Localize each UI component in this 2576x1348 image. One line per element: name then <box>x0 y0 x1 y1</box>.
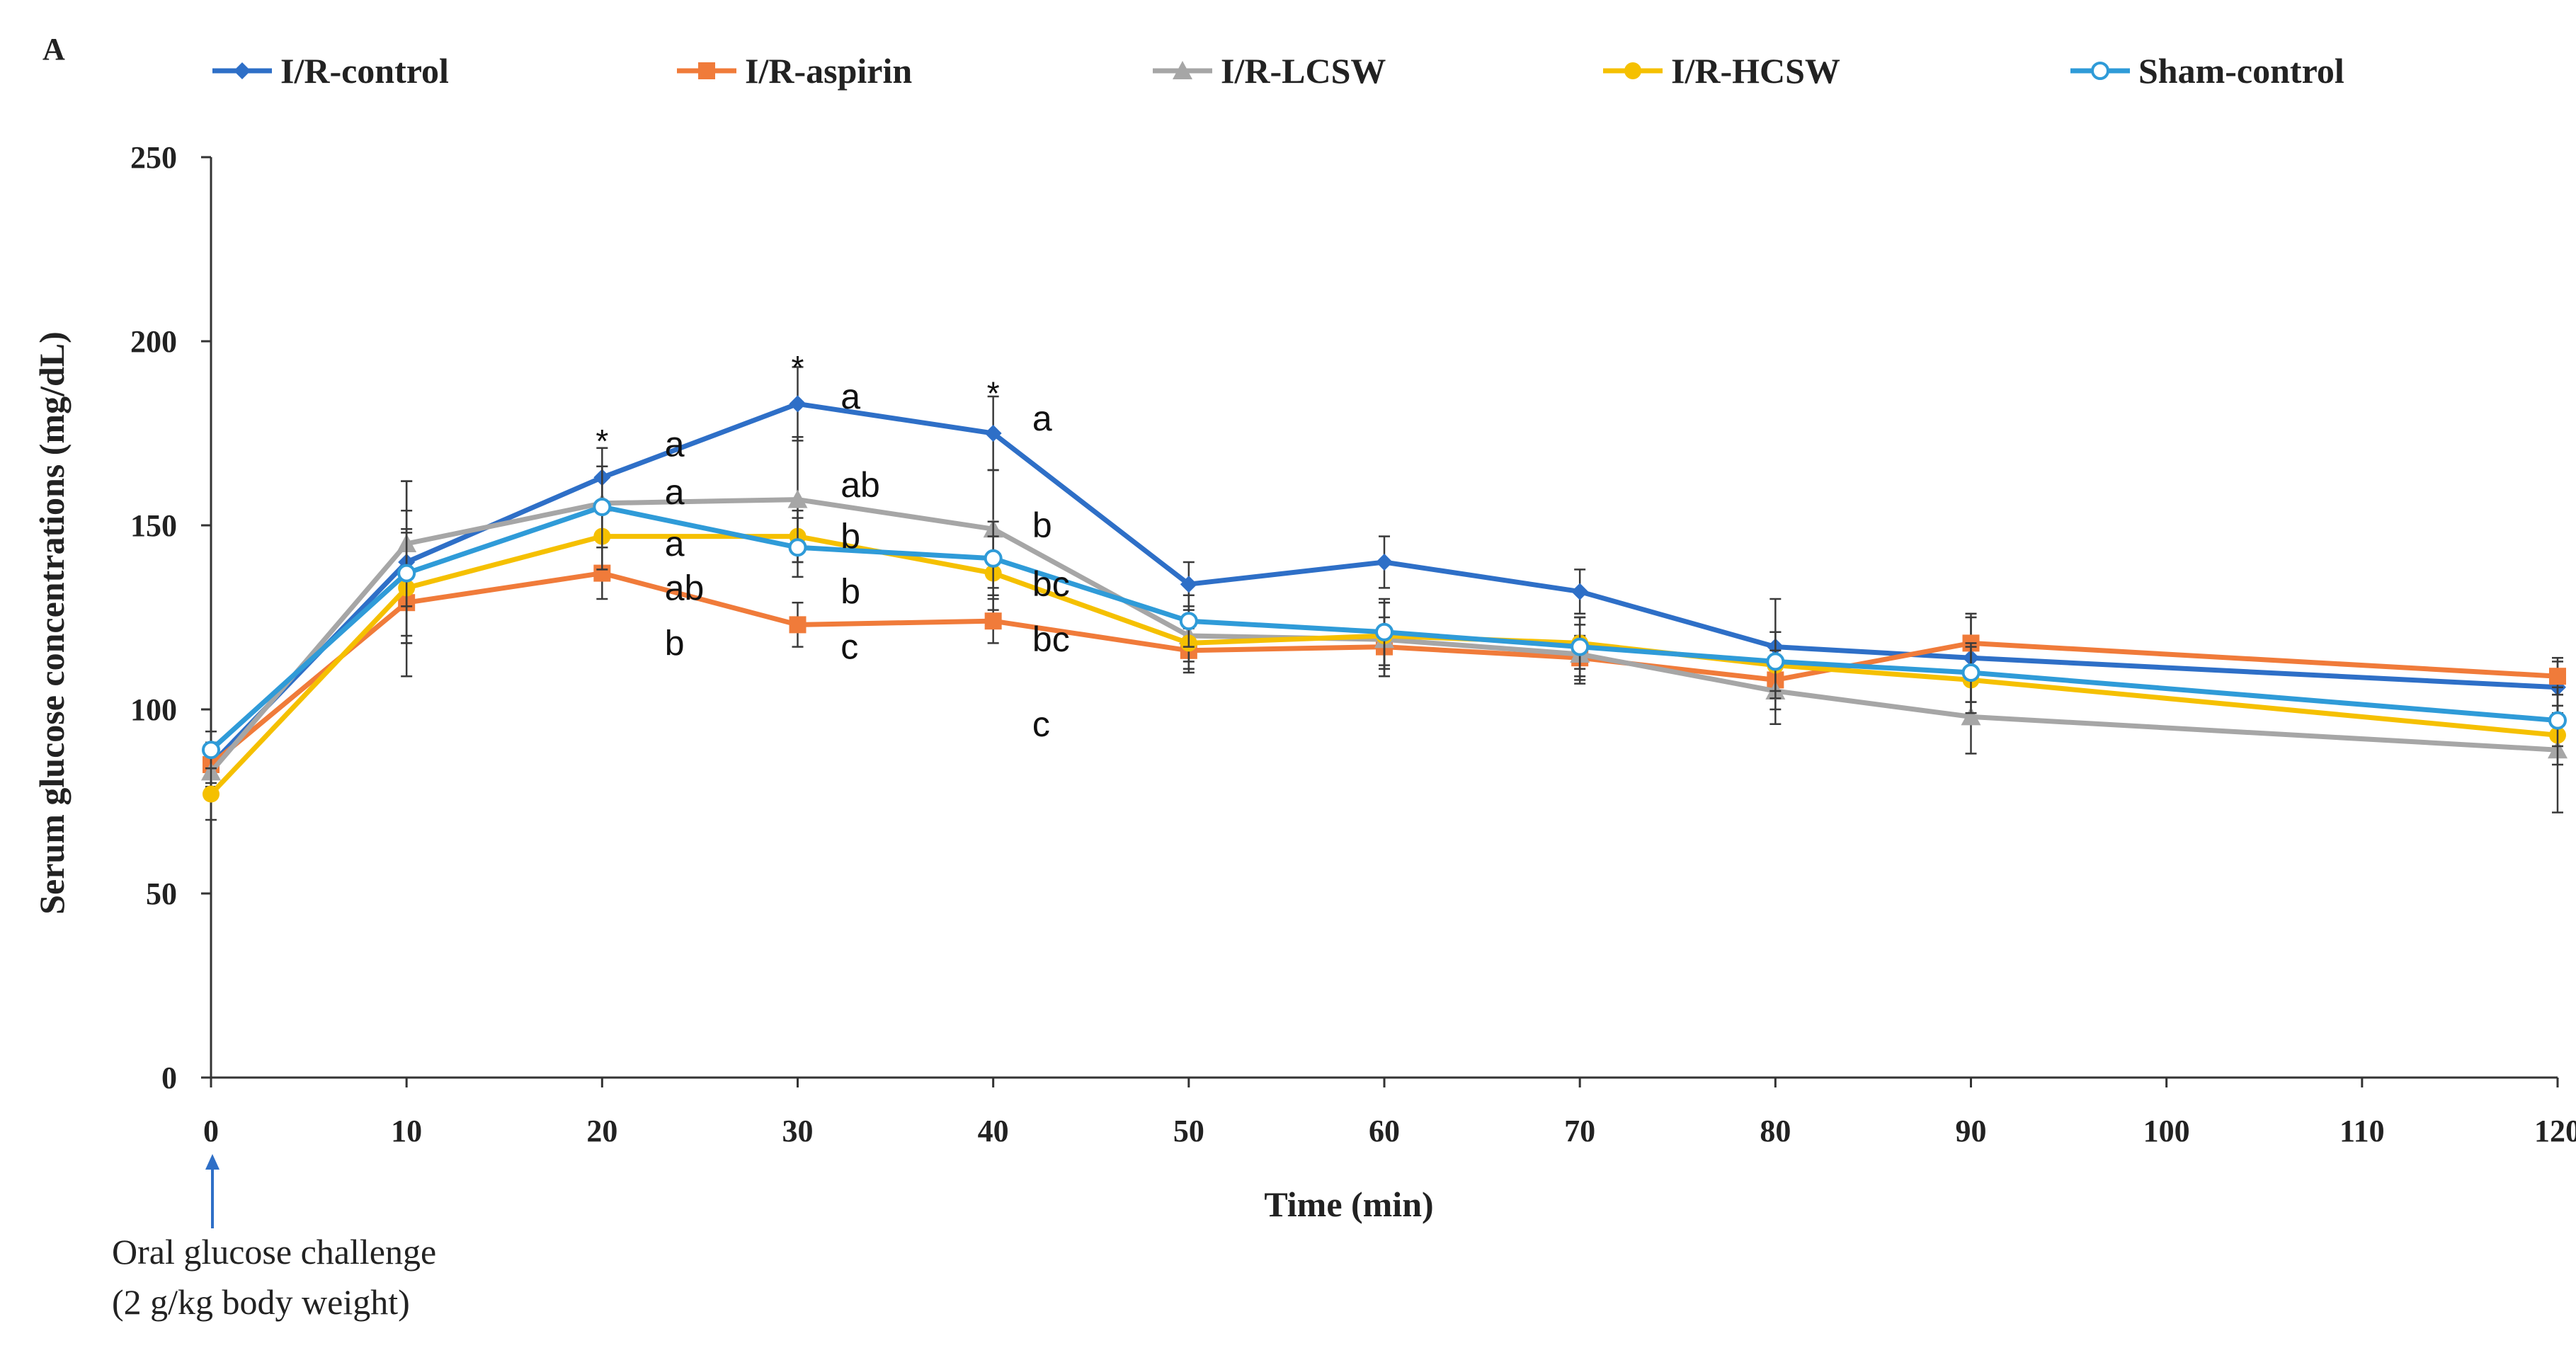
group-letter-label: b <box>665 623 685 663</box>
x-tick-label: 110 <box>2340 1114 2385 1148</box>
data-point <box>1571 637 1590 656</box>
data-point <box>1376 554 1393 571</box>
significance-mark: * <box>792 349 804 386</box>
group-letter-label: bc <box>1032 619 1070 659</box>
group-letter-label: c <box>1032 704 1050 744</box>
y-axis: 0 50 100 150 200 250 <box>130 140 212 1095</box>
group-letter-label: b <box>840 517 860 556</box>
data-point <box>1961 707 1981 726</box>
group-letter-label: b <box>840 572 860 612</box>
x-tick-label: 30 <box>782 1114 814 1148</box>
legend-item: Sham-control <box>2070 51 2344 91</box>
legend-item: I/R-aspirin <box>677 51 912 91</box>
data-point <box>1375 622 1394 641</box>
series-i-r-control <box>203 366 2566 788</box>
group-letter-label: a <box>665 472 685 512</box>
x-tick-label: 10 <box>391 1114 422 1148</box>
legend: I/R-control I/R-aspirin I/R-LCSW I/R-HCSW Sh… <box>212 51 2344 91</box>
legend-item: I/R-control <box>212 51 449 91</box>
group-letter-label: ab <box>840 465 880 505</box>
data-point <box>2548 711 2567 730</box>
panel-label: A <box>42 32 65 67</box>
data-point <box>1961 663 1981 682</box>
y-axis-title: Serum glucose concentrations (mg/dL) <box>32 331 72 915</box>
legend-item: I/R-LCSW <box>1153 51 1386 91</box>
x-tick-label: 50 <box>1173 1114 1204 1148</box>
group-letter-label: a <box>665 425 685 464</box>
data-point <box>1766 652 1785 671</box>
x-tick-label: 100 <box>2143 1114 2190 1148</box>
challenge-note-line1: Oral glucose challenge <box>112 1232 436 1272</box>
group-letter-label: bc <box>1032 564 1070 604</box>
legend-swatch-marker <box>1624 62 1641 79</box>
legend-label: Sham-control <box>2138 51 2344 91</box>
legend-label: I/R-HCSW <box>1671 51 1840 91</box>
y-tick-label: 50 <box>146 876 177 911</box>
x-tick-label: 120 <box>2534 1114 2576 1148</box>
legend-swatch-marker <box>2091 62 2109 80</box>
series-sham-control <box>202 465 2567 770</box>
data-point <box>1179 612 1198 631</box>
data-point <box>1571 583 1589 600</box>
x-axis: 0 10 20 30 40 50 60 70 80 90 100 110 120 <box>203 1076 2576 1148</box>
x-tick-label: 60 <box>1369 1114 1400 1148</box>
legend-label: I/R-aspirin <box>745 51 912 91</box>
x-tick-label: 90 <box>1956 1114 1987 1148</box>
data-point <box>788 538 807 557</box>
data-point <box>593 498 612 516</box>
legend-swatch-marker <box>1173 61 1192 79</box>
group-letter-label: c <box>840 627 858 667</box>
x-axis-title: Time (min) <box>1264 1184 1433 1224</box>
legend-label: I/R-control <box>280 51 449 91</box>
challenge-note-line2: (2 g/kg body weight) <box>112 1282 410 1322</box>
y-tick-label: 150 <box>130 508 177 543</box>
x-tick-label: 40 <box>978 1114 1009 1148</box>
group-letter-label: ab <box>665 568 705 607</box>
data-point <box>984 612 1002 630</box>
data-point <box>789 395 807 413</box>
series-layer <box>201 366 2568 821</box>
group-letter-label: b <box>1032 506 1052 545</box>
x-tick-label: 80 <box>1760 1114 1791 1148</box>
x-tick-label: 70 <box>1564 1114 1595 1148</box>
data-point <box>984 549 1003 568</box>
glucose-challenge-marker: Oral glucose challenge (2 g/kg body weig… <box>112 1154 436 1322</box>
y-tick-label: 200 <box>130 324 177 359</box>
significance-mark: * <box>987 375 1000 412</box>
legend-item: I/R-HCSW <box>1603 51 1840 91</box>
data-point <box>789 616 807 634</box>
legend-label: I/R-LCSW <box>1221 51 1386 91</box>
data-point <box>397 564 416 583</box>
y-tick-label: 100 <box>130 692 177 727</box>
y-tick-label: 250 <box>130 140 177 175</box>
data-point <box>203 785 220 803</box>
group-letter-label: a <box>840 377 860 416</box>
data-point <box>2549 668 2566 685</box>
legend-swatch-marker <box>698 62 715 79</box>
data-point <box>202 741 220 760</box>
group-letter-label: a <box>665 524 685 564</box>
x-tick-label: 20 <box>586 1114 617 1148</box>
significance-mark: * <box>595 423 608 459</box>
legend-swatch-marker <box>234 62 251 79</box>
group-letter-label: a <box>1032 399 1052 438</box>
data-point <box>984 425 1002 442</box>
data-point <box>787 489 808 508</box>
y-tick-label: 0 <box>161 1061 177 1095</box>
data-point <box>1180 576 1197 593</box>
x-tick-label: 0 <box>203 1114 219 1148</box>
challenge-arrow-head <box>205 1154 220 1170</box>
